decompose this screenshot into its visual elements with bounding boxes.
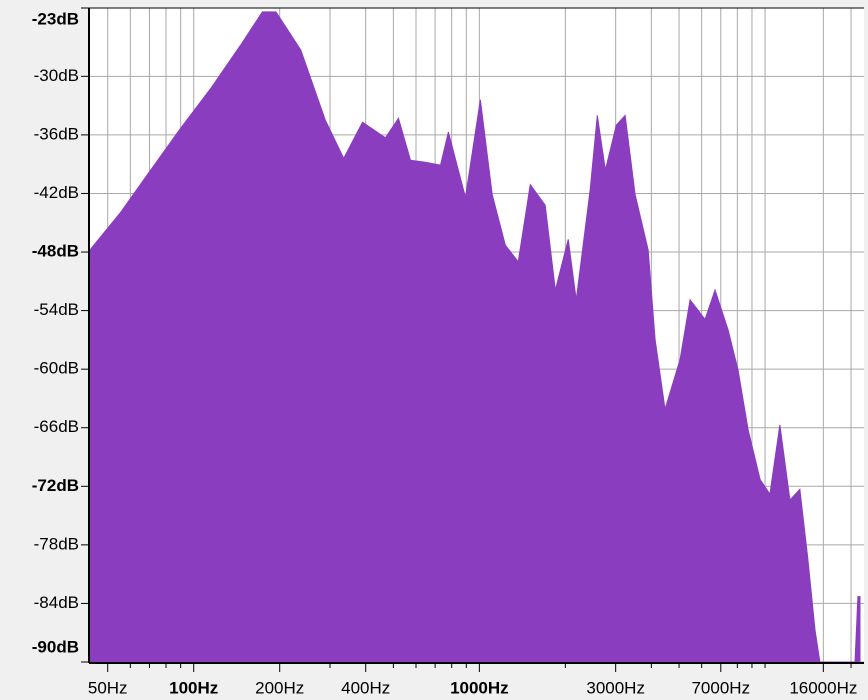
x-tick-label: 50Hz [88,678,128,697]
x-tick-label: 3000Hz [586,678,645,697]
y-tick-label: -60dB [34,359,79,378]
y-tick-label: -90dB [32,637,79,656]
y-tick-label: -84dB [34,593,79,612]
spectrum-area [89,11,861,663]
y-tick-label: -54dB [34,300,79,319]
x-tick-label: 16000Hz [789,678,857,697]
x-tick-label: 100Hz [169,678,218,697]
x-tick-label: 400Hz [341,678,390,697]
y-tick-label: -30dB [34,66,79,85]
y-tick-label: -78dB [34,534,79,553]
x-tick-label: 200Hz [255,678,304,697]
y-tick-label: -72dB [32,476,79,495]
y-tick-label: -23dB [32,9,79,28]
y-tick-label: -48dB [32,242,79,261]
y-tick-label: -42dB [34,183,79,202]
x-tick-label: 1000Hz [450,678,509,697]
x-tick-label: 7000Hz [691,678,750,697]
y-tick-label: -36dB [34,124,79,143]
y-tick-label: -66dB [34,417,79,436]
